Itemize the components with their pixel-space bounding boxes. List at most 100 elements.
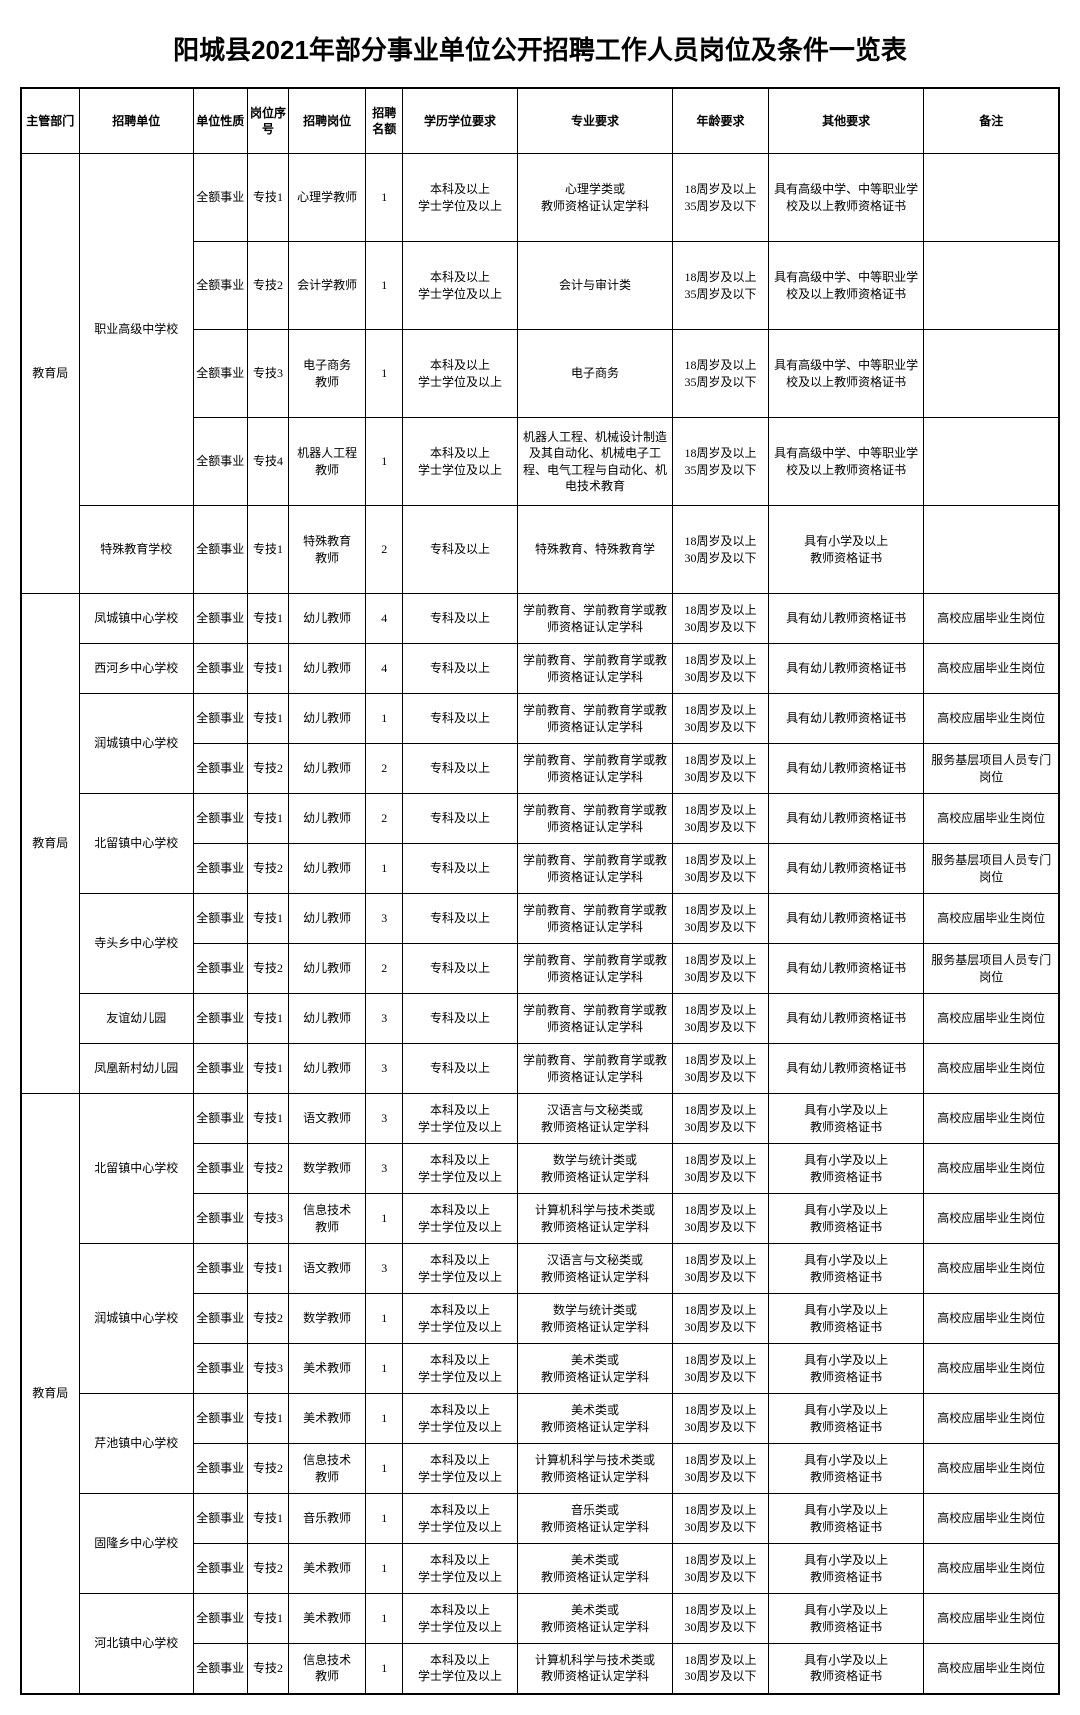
cell-note: 高校应届毕业生岗位 (924, 894, 1059, 944)
cell-note: 高校应届毕业生岗位 (924, 1594, 1059, 1644)
cell-note: 服务基层项目人员专门岗位 (924, 844, 1059, 894)
cell-note: 高校应届毕业生岗位 (924, 1494, 1059, 1544)
cell-quota: 1 (366, 330, 403, 418)
table-row: 固隆乡中心学校 全额事业 专技1 音乐教师 1 本科及以上学士学位及以上 音乐类… (21, 1494, 1059, 1544)
cell-edu: 本科及以上学士学位及以上 (403, 1194, 517, 1244)
table-row: 教育局 职业高级中学校 全额事业 专技1 心理学教师 1 本科及以上学士学位及以… (21, 154, 1059, 242)
table-row: 特殊教育学校 全额事业 专技1 特殊教育教师 2 专科及以上 特殊教育、特殊教育… (21, 506, 1059, 594)
cell-age: 18周岁及以上30周岁及以下 (673, 1294, 768, 1344)
cell-quota: 1 (366, 1644, 403, 1694)
cell-seq: 专技3 (247, 1344, 289, 1394)
cell-note (924, 330, 1059, 418)
cell-quota: 4 (366, 594, 403, 644)
cell-seq: 专技3 (247, 330, 289, 418)
cell-nature: 全额事业 (193, 1644, 247, 1694)
cell-seq: 专技1 (247, 894, 289, 944)
cell-age: 18周岁及以上30周岁及以下 (673, 894, 768, 944)
cell-post: 幼儿教师 (289, 594, 366, 644)
cell-nature: 全额事业 (193, 1194, 247, 1244)
cell-seq: 专技2 (247, 1144, 289, 1194)
table-row: 润城镇中心学校 全额事业 专技1 幼儿教师 1 专科及以上 学前教育、学前教育学… (21, 694, 1059, 744)
col-quota: 招聘名额 (366, 88, 403, 154)
cell-other: 具有小学及以上教师资格证书 (768, 1444, 924, 1494)
cell-unit: 河北镇中心学校 (79, 1594, 193, 1694)
cell-edu: 专科及以上 (403, 794, 517, 844)
cell-nature: 全额事业 (193, 994, 247, 1044)
cell-major: 机器人工程、机械设计制造及其自动化、机械电子工程、电气工程与自动化、机电技术教育 (517, 418, 673, 506)
cell-post: 电子商务教师 (289, 330, 366, 418)
cell-unit: 友谊幼儿园 (79, 994, 193, 1044)
cell-post: 语文教师 (289, 1244, 366, 1294)
cell-quota: 1 (366, 844, 403, 894)
cell-major: 学前教育、学前教育学或教师资格证认定学科 (517, 744, 673, 794)
cell-unit: 润城镇中心学校 (79, 694, 193, 794)
cell-nature: 全额事业 (193, 506, 247, 594)
cell-edu: 本科及以上学士学位及以上 (403, 1094, 517, 1144)
cell-age: 18周岁及以上30周岁及以下 (673, 1344, 768, 1394)
cell-quota: 2 (366, 794, 403, 844)
cell-nature: 全额事业 (193, 944, 247, 994)
table-row: 教育局 凤城镇中心学校 全额事业 专技1 幼儿教师 4 专科及以上 学前教育、学… (21, 594, 1059, 644)
cell-unit: 凤凰新村幼儿园 (79, 1044, 193, 1094)
cell-major: 音乐类或教师资格证认定学科 (517, 1494, 673, 1544)
cell-major: 心理学类或教师资格证认定学科 (517, 154, 673, 242)
cell-edu: 本科及以上学士学位及以上 (403, 1494, 517, 1544)
table-row: 教育局 北留镇中心学校 全额事业 专技1 语文教师 3 本科及以上学士学位及以上… (21, 1094, 1059, 1144)
cell-nature: 全额事业 (193, 844, 247, 894)
cell-age: 18周岁及以上30周岁及以下 (673, 644, 768, 694)
cell-quota: 1 (366, 1394, 403, 1444)
col-post: 招聘岗位 (289, 88, 366, 154)
cell-seq: 专技2 (247, 1644, 289, 1694)
cell-edu: 专科及以上 (403, 594, 517, 644)
cell-major: 特殊教育、特殊教育学 (517, 506, 673, 594)
cell-seq: 专技1 (247, 1394, 289, 1444)
cell-age: 18周岁及以上35周岁及以下 (673, 154, 768, 242)
cell-post: 心理学教师 (289, 154, 366, 242)
cell-age: 18周岁及以上30周岁及以下 (673, 844, 768, 894)
cell-other: 具有小学及以上教师资格证书 (768, 1544, 924, 1594)
cell-quota: 3 (366, 1144, 403, 1194)
table-row: 西河乡中心学校 全额事业 专技1 幼儿教师 4 专科及以上 学前教育、学前教育学… (21, 644, 1059, 694)
cell-note: 高校应届毕业生岗位 (924, 994, 1059, 1044)
cell-note: 高校应届毕业生岗位 (924, 1094, 1059, 1144)
cell-seq: 专技1 (247, 1594, 289, 1644)
cell-dept: 教育局 (21, 1094, 79, 1694)
cell-edu: 专科及以上 (403, 944, 517, 994)
cell-note: 高校应届毕业生岗位 (924, 644, 1059, 694)
cell-post: 幼儿教师 (289, 894, 366, 944)
cell-other: 具有小学及以上教师资格证书 (768, 1594, 924, 1644)
cell-other: 具有幼儿教师资格证书 (768, 644, 924, 694)
cell-age: 18周岁及以上30周岁及以下 (673, 1144, 768, 1194)
cell-edu: 专科及以上 (403, 994, 517, 1044)
cell-note: 高校应届毕业生岗位 (924, 1644, 1059, 1694)
cell-other: 具有幼儿教师资格证书 (768, 944, 924, 994)
cell-quota: 1 (366, 1594, 403, 1644)
cell-nature: 全额事业 (193, 594, 247, 644)
cell-note: 高校应届毕业生岗位 (924, 794, 1059, 844)
cell-quota: 3 (366, 994, 403, 1044)
cell-major: 学前教育、学前教育学或教师资格证认定学科 (517, 944, 673, 994)
cell-edu: 本科及以上学士学位及以上 (403, 1444, 517, 1494)
cell-other: 具有小学及以上教师资格证书 (768, 1344, 924, 1394)
cell-edu: 本科及以上学士学位及以上 (403, 1394, 517, 1444)
cell-quota: 2 (366, 944, 403, 994)
cell-nature: 全额事业 (193, 1494, 247, 1544)
cell-edu: 本科及以上学士学位及以上 (403, 154, 517, 242)
cell-major: 汉语言与文秘类或教师资格证认定学科 (517, 1094, 673, 1144)
cell-post: 信息技术教师 (289, 1644, 366, 1694)
recruitment-table: 主管部门 招聘单位 单位性质 岗位序号 招聘岗位 招聘名额 学历学位要求 专业要… (20, 87, 1060, 1695)
cell-quota: 2 (366, 744, 403, 794)
cell-nature: 全额事业 (193, 1294, 247, 1344)
cell-seq: 专技1 (247, 694, 289, 744)
cell-unit: 职业高级中学校 (79, 154, 193, 506)
cell-post: 幼儿教师 (289, 744, 366, 794)
cell-age: 18周岁及以上30周岁及以下 (673, 1494, 768, 1544)
cell-age: 18周岁及以上30周岁及以下 (673, 1444, 768, 1494)
cell-age: 18周岁及以上30周岁及以下 (673, 744, 768, 794)
cell-seq: 专技1 (247, 594, 289, 644)
table-row: 北留镇中心学校 全额事业 专技1 幼儿教师 2 专科及以上 学前教育、学前教育学… (21, 794, 1059, 844)
cell-nature: 全额事业 (193, 154, 247, 242)
cell-nature: 全额事业 (193, 644, 247, 694)
cell-note: 高校应届毕业生岗位 (924, 1194, 1059, 1244)
cell-quota: 1 (366, 1344, 403, 1394)
